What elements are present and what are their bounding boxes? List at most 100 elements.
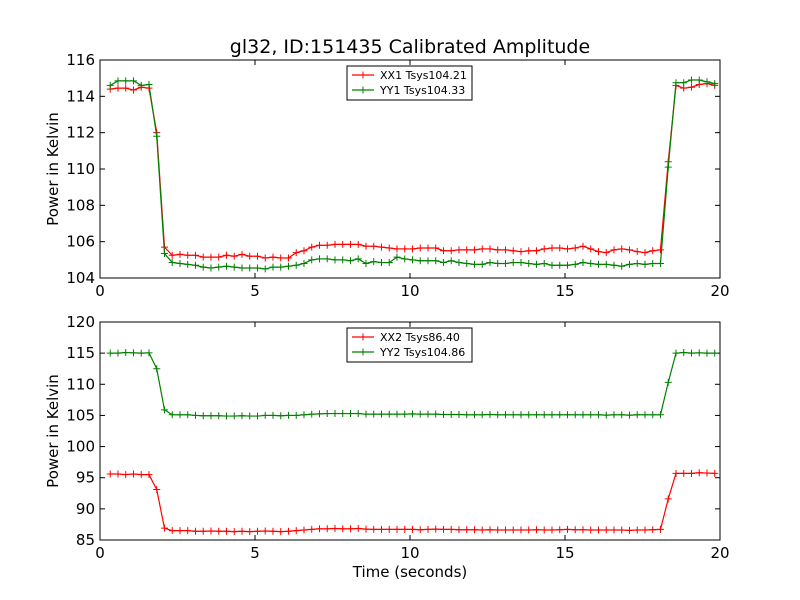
data-point	[602, 249, 610, 257]
x-tick-label: 5	[250, 282, 260, 300]
data-point	[153, 365, 161, 373]
data-point	[695, 469, 703, 477]
x-tick-label: 15	[555, 282, 574, 300]
data-point	[470, 260, 478, 268]
data-point	[284, 411, 292, 419]
data-point	[377, 259, 385, 267]
data-point	[618, 526, 626, 534]
legend-label: XX1 Tsys104.21	[380, 69, 467, 82]
data-point	[556, 244, 564, 252]
data-point	[563, 245, 571, 253]
data-point	[424, 257, 432, 265]
data-point	[602, 526, 610, 534]
data-point	[308, 256, 316, 264]
data-point	[354, 410, 362, 418]
data-point	[486, 526, 494, 534]
data-point	[277, 528, 285, 536]
data-point	[478, 245, 486, 253]
data-point	[579, 259, 587, 267]
y-tick-label: 106	[66, 233, 95, 251]
data-point	[160, 249, 168, 257]
data-point	[393, 410, 401, 418]
data-point	[439, 259, 447, 267]
data-point	[377, 410, 385, 418]
legend: XX1 Tsys104.21 YY1 Tsys104.33	[346, 65, 473, 101]
data-point	[587, 245, 595, 253]
data-point	[517, 248, 525, 256]
data-point	[377, 243, 385, 251]
data-point	[540, 411, 548, 419]
data-point	[215, 263, 223, 271]
data-point	[594, 411, 602, 419]
data-point	[525, 259, 533, 267]
data-point	[687, 76, 695, 84]
data-point	[509, 411, 517, 419]
data-point	[501, 411, 509, 419]
data-point	[184, 260, 192, 268]
data-point	[315, 525, 323, 533]
data-point	[587, 411, 595, 419]
data-point	[494, 411, 502, 419]
data-point	[525, 247, 533, 255]
data-point	[292, 249, 300, 257]
data-point	[416, 257, 424, 265]
data-point	[602, 411, 610, 419]
data-point	[362, 525, 370, 533]
data-point	[625, 246, 633, 254]
data-point	[292, 261, 300, 269]
y-tick-label: 95	[76, 469, 95, 487]
data-point	[153, 132, 161, 140]
data-point	[416, 244, 424, 252]
data-point	[711, 349, 719, 357]
data-point	[664, 163, 672, 171]
chart-title: gl32, ID:151435 Calibrated Amplitude	[230, 36, 590, 58]
data-point	[579, 242, 587, 250]
data-point	[122, 77, 130, 85]
data-point	[277, 254, 285, 262]
y-tick-label: 112	[66, 124, 95, 142]
data-point	[246, 412, 254, 420]
data-point	[656, 246, 664, 254]
data-point	[517, 411, 525, 419]
data-point	[238, 412, 246, 420]
data-point	[532, 260, 540, 268]
data-point	[199, 263, 207, 271]
data-point	[323, 525, 331, 533]
data-point	[401, 410, 409, 418]
data-point	[478, 260, 486, 268]
data-point	[447, 410, 455, 418]
legend-label: YY2 Tsys104.86	[379, 346, 465, 359]
data-point	[199, 253, 207, 261]
data-point	[339, 525, 347, 533]
data-point	[649, 526, 657, 534]
data-point	[114, 470, 122, 478]
data-point	[455, 246, 463, 254]
data-point	[633, 259, 641, 267]
data-point	[401, 245, 409, 253]
series-1	[106, 469, 719, 536]
data-point	[253, 252, 261, 260]
data-point	[145, 81, 153, 89]
data-point	[556, 261, 564, 269]
data-point	[463, 526, 471, 534]
data-point	[641, 411, 649, 419]
data-point	[548, 244, 556, 252]
data-point	[323, 241, 331, 249]
data-point	[463, 246, 471, 254]
data-point	[517, 526, 525, 534]
data-point	[323, 410, 331, 418]
data-point	[416, 410, 424, 418]
data-point	[300, 526, 308, 534]
data-point	[292, 411, 300, 419]
data-point	[129, 349, 137, 357]
x-tick-label: 10	[400, 544, 419, 562]
data-point	[184, 411, 192, 419]
data-point	[571, 526, 579, 534]
data-point	[122, 349, 130, 357]
data-point	[532, 247, 540, 255]
data-point	[129, 77, 137, 85]
data-point	[168, 411, 176, 419]
data-point	[354, 240, 362, 248]
data-point	[416, 526, 424, 534]
